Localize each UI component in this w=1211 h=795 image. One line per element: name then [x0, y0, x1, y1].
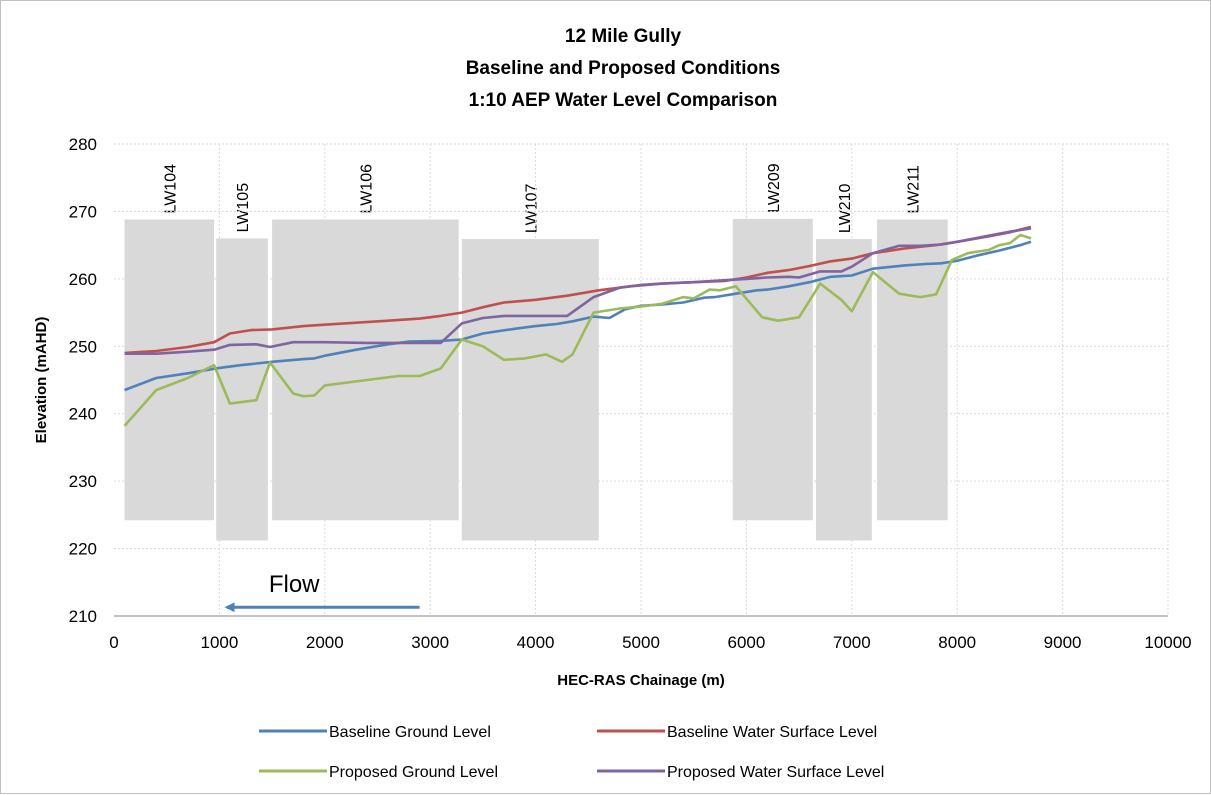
zone-label: LW107 [523, 183, 540, 233]
x-tick-label: 1000 [200, 633, 238, 652]
x-tick-label: 10000 [1144, 633, 1191, 652]
y-tick-label: 260 [69, 270, 97, 289]
x-tick-label: 2000 [306, 633, 344, 652]
flow-annotation: Flow [224, 571, 420, 613]
y-tick-label: 270 [69, 202, 97, 221]
zone-label: LW211 [905, 165, 922, 213]
y-tick-label: 250 [69, 337, 97, 356]
legend-label: Baseline Ground Level [329, 724, 491, 741]
x-axis-ticks: 0 1000 2000 3000 4000 5000 6000 7000 8000 9000 100… [109, 633, 1191, 652]
chart-title-line-3: 1:10 AEP Water Level Comparison [469, 90, 778, 111]
zone-label: LW106 [358, 164, 375, 214]
x-tick-label: 3000 [411, 633, 449, 652]
x-tick-label: 7000 [833, 633, 871, 652]
y-tick-label: 240 [69, 405, 97, 424]
zone-rect [461, 239, 599, 541]
x-tick-label: 4000 [517, 633, 555, 652]
zone-label: LW210 [837, 183, 854, 233]
zone-rect [815, 239, 872, 541]
chart-title-line-2: Baseline and Proposed Conditions [466, 58, 781, 79]
legend-label: Proposed Ground Level [329, 764, 498, 781]
y-tick-label: 280 [69, 135, 97, 154]
series-lines [123, 225, 1032, 427]
zone-label: LW104 [162, 164, 179, 214]
zone-rect [124, 219, 215, 521]
y-tick-label: 210 [69, 607, 97, 626]
x-axis-label: HEC-RAS Chainage (m) [557, 672, 725, 689]
chart-title: 12 Mile Gully Baseline and Proposed Cond… [466, 26, 781, 111]
x-tick-label: 8000 [938, 633, 976, 652]
x-tick-label: 6000 [727, 633, 765, 652]
y-tick-label: 230 [69, 472, 97, 491]
flow-label: Flow [269, 571, 320, 598]
zone-rect [732, 218, 813, 521]
chart-title-line-1: 12 Mile Gully [565, 26, 682, 47]
x-tick-label: 9000 [1044, 633, 1082, 652]
x-tick-label: 5000 [622, 633, 660, 652]
legend-label: Baseline Water Surface Level [667, 724, 877, 741]
y-tick-label: 220 [69, 540, 97, 559]
series-line [124, 227, 1032, 356]
chart-legend: Baseline Ground Level Baseline Water Surf… [259, 724, 884, 781]
zone-rect [877, 219, 948, 521]
y-axis-ticks: 210 220 230 240 250 260 270 280 [69, 135, 97, 626]
zone-label: LW105 [235, 183, 252, 233]
series-line [123, 233, 1032, 427]
zone-rect [272, 219, 459, 521]
x-tick-label: 0 [109, 633, 118, 652]
longwall-zones: LW104 LW105 LW106 LW107 LW209 LW210 LW211 [124, 163, 948, 541]
y-axis-label: Elevation (mAHD) [33, 317, 50, 444]
zone-label: LW209 [766, 163, 783, 213]
legend-label: Proposed Water Surface Level [667, 764, 884, 781]
